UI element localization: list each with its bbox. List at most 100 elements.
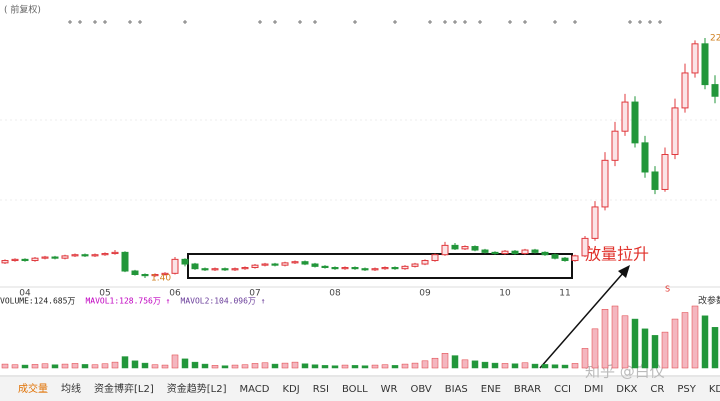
volume-bar <box>131 360 139 369</box>
candle-body <box>391 267 399 270</box>
volume-legend: VOLUME:124.685万 <box>0 297 75 306</box>
tab[interactable]: 成交量 <box>18 382 48 395</box>
tab[interactable]: MACD <box>240 384 270 395</box>
volume-bar <box>461 359 469 369</box>
candle-body <box>231 268 239 271</box>
tab[interactable]: DKX <box>616 384 637 395</box>
tab[interactable]: PSY <box>677 384 696 395</box>
candle-body <box>571 255 579 262</box>
candle-body <box>431 254 439 262</box>
candle-body <box>521 249 529 255</box>
candle-body <box>321 265 329 269</box>
tab[interactable]: CCI <box>554 384 571 395</box>
signal-label: S <box>665 285 670 294</box>
tab[interactable]: 资金趋势[L2] <box>167 382 227 395</box>
candle-body <box>491 251 499 255</box>
volume-bar <box>491 362 499 369</box>
candle-body <box>361 268 369 271</box>
volume-bar <box>631 318 639 369</box>
candle-body <box>281 262 289 266</box>
tab[interactable]: WR <box>381 384 398 395</box>
volume-bar <box>431 357 439 369</box>
candle-body <box>51 256 59 259</box>
candle-body <box>101 253 109 256</box>
tab[interactable]: KDJ <box>282 384 299 395</box>
volume-bar <box>371 364 379 369</box>
candle-body <box>21 258 29 262</box>
candle-body <box>111 251 119 255</box>
settings-label[interactable]: 改参数 <box>698 295 720 307</box>
volume-bar <box>1 363 9 369</box>
volume-bar <box>261 362 269 369</box>
tab[interactable]: KD <box>709 384 720 395</box>
volume-bar <box>111 361 119 369</box>
tab[interactable]: ENE <box>481 384 501 395</box>
candle-body <box>531 249 539 253</box>
candle-body <box>631 101 639 144</box>
volume-bar <box>151 364 159 369</box>
candle-body <box>31 257 39 262</box>
subtitle: ( 前复权) <box>4 4 41 16</box>
volume-bar <box>681 312 689 369</box>
event-markers <box>68 20 662 24</box>
candle-body <box>701 43 709 86</box>
candle-body <box>11 258 19 262</box>
volume-bar <box>541 364 549 369</box>
volume-bar <box>321 365 329 369</box>
candle-body <box>291 261 299 264</box>
tab[interactable]: BIAS <box>445 384 468 395</box>
volume-bar <box>141 362 149 369</box>
volume-bar <box>511 363 519 369</box>
tab[interactable]: 均线 <box>61 382 81 395</box>
candle-body <box>461 246 469 250</box>
candle-body <box>601 159 609 208</box>
candle-body <box>661 154 669 190</box>
candle-body <box>451 244 459 250</box>
volume-bar <box>231 364 239 369</box>
candle-body <box>131 270 139 276</box>
volume-bar <box>601 309 609 369</box>
volume-bar <box>51 364 59 369</box>
volume-bar <box>611 305 619 369</box>
tab[interactable]: RSI <box>313 384 329 395</box>
candle-body <box>621 101 629 132</box>
candle-body <box>251 264 259 269</box>
volume-bar <box>171 354 179 369</box>
x-tick-label: 07 <box>249 289 260 299</box>
candle-body <box>1 260 9 264</box>
volume-bar <box>651 335 659 369</box>
volume-bar <box>451 355 459 369</box>
tab[interactable]: BOLL <box>342 384 368 395</box>
candle-body <box>611 130 619 161</box>
volume-bar <box>551 364 559 369</box>
volume-bar <box>621 315 629 369</box>
volume-bar <box>91 364 99 369</box>
candle-body <box>141 274 149 277</box>
volume-bar <box>671 318 679 369</box>
candle-body <box>271 263 279 266</box>
volume-bar <box>301 363 309 369</box>
tab[interactable]: 资金博弈[L2] <box>94 382 154 395</box>
tab[interactable]: CR <box>650 384 664 395</box>
candle-body <box>91 254 99 257</box>
x-tick-label: 05 <box>99 289 110 299</box>
candle-body <box>421 260 429 265</box>
volume-bar <box>421 360 429 369</box>
volume-bar <box>41 363 49 369</box>
volume-bar <box>581 348 589 369</box>
candle-body <box>711 84 719 97</box>
volume-bar <box>481 361 489 369</box>
candle-body <box>221 268 229 271</box>
low-label: 1.40 <box>151 274 171 284</box>
candle-body <box>121 251 129 272</box>
volume-bar <box>401 363 409 369</box>
candle-body <box>241 267 249 270</box>
volume-bar <box>501 363 509 369</box>
tab[interactable]: DMI <box>584 384 603 395</box>
tab[interactable]: OBV <box>411 384 432 395</box>
candle-body <box>501 250 509 255</box>
tab[interactable]: BRAR <box>514 384 541 395</box>
candle-body <box>581 237 589 257</box>
volume-bar <box>251 363 259 369</box>
candle-body <box>261 263 269 266</box>
